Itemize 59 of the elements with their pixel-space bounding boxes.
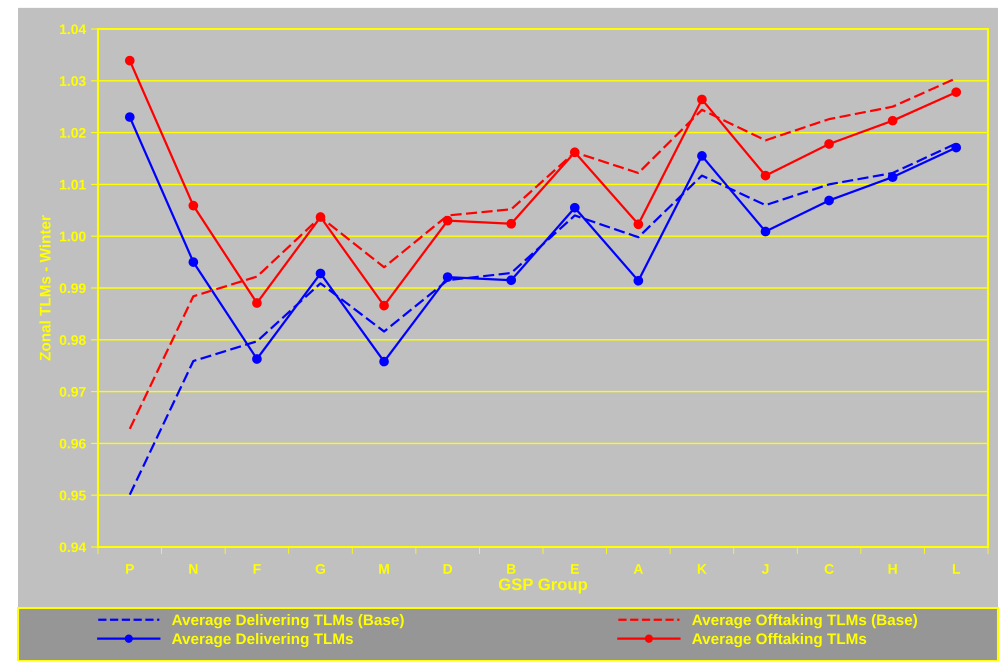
x-tick-label: G: [316, 564, 326, 574]
legend-label: Average Offtaking TLMs: [692, 632, 866, 648]
point: [824, 139, 834, 149]
point: [760, 170, 770, 180]
x-tick-label: C: [824, 564, 834, 574]
x-tick-label: F: [254, 564, 261, 574]
point: [697, 94, 707, 104]
point: [124, 56, 135, 66]
y-tick-label: 0.96: [60, 438, 86, 449]
legend-label: Average Offtaking TLMs (Base): [692, 614, 918, 628]
y-tick-label: 0.97: [60, 386, 86, 397]
point: [951, 142, 962, 152]
point: [188, 257, 198, 267]
point: [824, 196, 834, 206]
legend-label: Average Delivering TLMs: [172, 632, 353, 648]
point: [379, 356, 389, 366]
x-tick-label: B: [507, 564, 516, 574]
point: [570, 147, 580, 158]
point: [760, 226, 770, 236]
point: [633, 276, 644, 286]
y-tick-label: 1.04: [60, 24, 86, 34]
x-tick-label: A: [634, 564, 644, 574]
point: [188, 200, 198, 210]
y-tick-label: 1.01: [60, 180, 86, 190]
x-tick-label: E: [571, 564, 579, 574]
x-tick-label: P: [126, 564, 134, 574]
point: [252, 298, 262, 308]
point: [379, 300, 389, 310]
y-tick-label: 1.03: [60, 76, 86, 86]
x-tick-label: L: [952, 564, 960, 574]
point: [506, 275, 516, 286]
x-tick-label: K: [698, 564, 707, 574]
point: [570, 202, 580, 213]
y-tick-label: 0.98: [60, 335, 86, 345]
x-tick-label: M: [379, 564, 389, 574]
point: [888, 172, 898, 182]
point: [316, 268, 326, 278]
y-tick-label: 1.02: [60, 128, 86, 138]
point: [124, 112, 135, 122]
point: [951, 87, 962, 98]
x-tick-label: D: [444, 564, 452, 574]
point: [252, 354, 262, 364]
y-tick-label: 0.99: [60, 283, 86, 294]
x-axis-title: GSP Group: [498, 578, 588, 594]
y-axis-title: Zonal TLMs - Winter: [39, 215, 51, 360]
x-tick-label: H: [888, 564, 897, 574]
point: [633, 219, 644, 230]
point: [442, 272, 453, 282]
legend-label: Average Delivering TLMs (Base): [172, 614, 404, 628]
point: [506, 218, 516, 229]
point: [316, 212, 326, 222]
point: [442, 216, 453, 226]
x-tick-label: N: [189, 564, 198, 574]
point: [888, 116, 898, 126]
x-tick-label: J: [762, 564, 768, 574]
y-tick-label: 1.00: [60, 232, 86, 242]
point: [697, 151, 707, 161]
y-tick-label: 0.95: [60, 490, 86, 500]
y-tick-label: 0.94: [60, 542, 86, 552]
